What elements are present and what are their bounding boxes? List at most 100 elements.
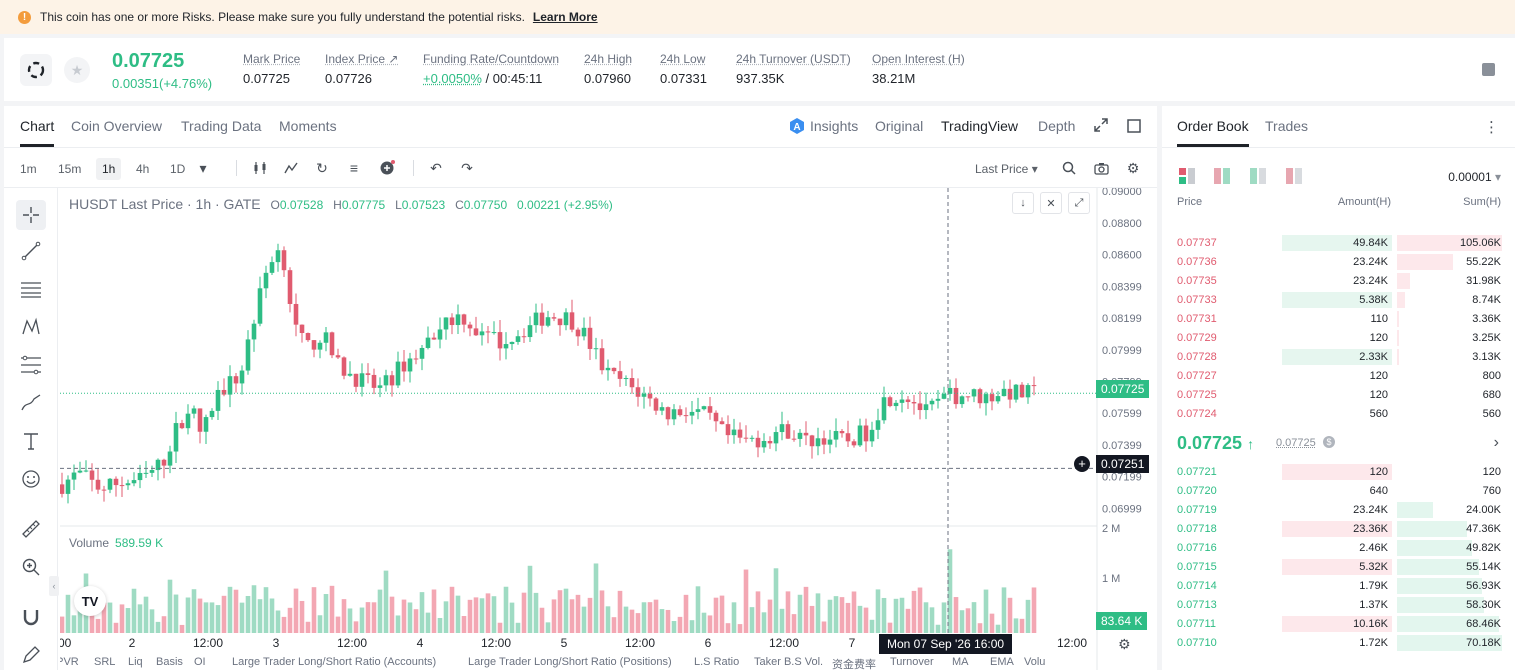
ask-row[interactable]: 0.07736 23.24K 55.22K [1162,253,1515,272]
indicator-item[interactable]: Large Trader Long/Short Ratio (Positions… [468,656,672,668]
indicator-item[interactable]: OI [194,656,206,668]
chevron-right-icon[interactable]: › [1493,434,1499,451]
pattern-icon[interactable] [16,312,46,342]
candlestick-chart[interactable]: 0.09000 0.08800 0.08600 0.08399 0.08199 0.079… [60,188,1152,670]
stat-mark-price[interactable]: Mark Price 0.07725 [243,52,300,86]
bid-row[interactable]: 0.07710 1.72K 70.18K [1162,634,1515,653]
indicators-icon[interactable] [283,160,299,176]
tab-moments[interactable]: Moments [279,118,337,134]
bid-row[interactable]: 0.07715 5.32K 55.14K [1162,558,1515,577]
horizontal-lines-icon[interactable] [16,274,46,304]
bid-row[interactable]: 0.07718 23.36K 47.36K [1162,520,1515,539]
camera-icon[interactable] [1093,160,1109,176]
view-depth[interactable]: Depth [1038,118,1076,134]
tab-trading-data[interactable]: Trading Data [181,118,262,134]
view-bids-icon[interactable] [1250,168,1266,184]
indicator-item[interactable]: LPVR [60,656,79,668]
settings-gear-icon[interactable]: ⚙ [1126,159,1140,176]
timeframe-1h[interactable]: 1h [96,158,122,180]
emoji-icon[interactable] [16,464,46,494]
timeframe-1d[interactable]: 1D [170,162,186,176]
tab-coin-overview[interactable]: Coin Overview [71,118,163,134]
timeframe-1m[interactable]: 1m [20,162,37,176]
indicator-item[interactable]: 资金费率 [832,659,876,670]
trend-line-icon[interactable] [16,236,46,266]
indicator-item[interactable]: Liq [128,656,143,668]
expand-icon[interactable] [1094,118,1108,135]
tab-chart[interactable]: Chart [20,118,55,147]
indicator-item[interactable]: L.S Ratio [694,656,740,668]
price-source-select[interactable]: Last Price ▾ [975,162,1038,176]
pencil-icon[interactable] [16,640,46,670]
indicator-item[interactable]: EMA [990,656,1014,668]
window-icon[interactable] [1127,119,1141,136]
fib-icon[interactable] [16,350,46,380]
mark-info-icon[interactable]: $ [1323,436,1335,448]
crosshair-icon[interactable] [16,200,46,230]
add-indicator-icon[interactable] [379,160,395,176]
ask-row[interactable]: 0.07727 120 800 [1162,367,1515,386]
indicator-item[interactable]: Large Trader Long/Short Ratio (Accounts) [232,656,437,668]
search-icon[interactable] [1061,160,1077,176]
bid-row[interactable]: 0.07713 1.37K 58.30K [1162,596,1515,615]
bid-row[interactable]: 0.07719 23.24K 24.00K [1162,501,1515,520]
auto-scale-icon[interactable]: ⚙ [1118,636,1131,652]
candle-type-icon[interactable] [252,160,268,176]
template-icon[interactable]: ≡ [349,160,359,176]
stat-open-interest[interactable]: Open Interest (H) 38.21M [872,52,965,86]
stat-index-price[interactable]: Index Price ↗ 0.07726 [325,52,398,86]
mid-price[interactable]: 0.07725 ↑ [1177,433,1254,454]
view-original[interactable]: Original [875,118,924,134]
view-both-icon[interactable] [1179,168,1195,184]
indicator-item[interactable]: MA [952,656,969,668]
replay-icon[interactable]: ↻ [316,159,328,176]
bid-row[interactable]: 0.07721 120 120 [1162,463,1515,482]
maximize-pane-icon[interactable]: ⤢ [1068,192,1090,214]
add-alert-icon[interactable]: + [1074,456,1090,472]
indicator-item[interactable]: SRL [94,656,116,668]
view-asks-bids-icon[interactable] [1214,168,1230,184]
indicator-item[interactable]: Basis [156,656,183,668]
move-down-icon[interactable]: ↓ [1012,192,1034,214]
guide-book-icon[interactable] [1482,63,1495,76]
insights-icon[interactable]: A [788,117,806,138]
indicator-item[interactable]: Volu [1024,656,1046,668]
tradingview-logo-icon[interactable]: TV [74,586,106,616]
bid-row[interactable]: 0.07711 10.16K 68.46K [1162,615,1515,634]
ask-row[interactable]: 0.07728 2.33K 3.13K [1162,348,1515,367]
tab-trades[interactable]: Trades [1265,118,1309,134]
timeframe-dropdown-icon[interactable]: ▾ [199,159,207,176]
ask-row[interactable]: 0.07724 560 560 [1162,405,1515,424]
redo-icon[interactable]: ↷ [461,159,473,176]
ask-row[interactable]: 0.07725 120 680 [1162,386,1515,405]
indicator-item[interactable]: Taker B.S Vol. [754,656,824,668]
bid-row[interactable]: 0.07720 640 760 [1162,482,1515,501]
timeframe-4h[interactable]: 4h [136,162,150,176]
favorite-star-icon[interactable]: ★ [64,57,90,83]
collapse-sidebar-icon[interactable]: ‹ [49,576,59,596]
undo-icon[interactable]: ↶ [430,159,442,176]
learn-more-link[interactable]: Learn More [532,10,598,24]
ask-row[interactable]: 0.07737 49.84K 105.06K [1162,234,1515,253]
magnet-icon[interactable] [16,602,46,632]
zoom-in-icon[interactable] [16,552,46,582]
ask-row[interactable]: 0.07729 120 3.25K [1162,329,1515,348]
bid-row[interactable]: 0.07716 2.46K 49.82K [1162,539,1515,558]
stat-funding-rate[interactable]: Funding Rate/Countdown +0.0050% / 00:45:… [423,52,559,86]
timeframe-15m[interactable]: 15m [58,162,82,176]
indicator-item[interactable]: Turnover [890,656,934,668]
more-options-icon[interactable]: ⋮ [1484,119,1499,136]
precision-select[interactable]: 0.00001 ▾ [1448,170,1501,184]
tab-order-book[interactable]: Order Book [1177,118,1249,147]
ask-row[interactable]: 0.07731 110 3.36K [1162,310,1515,329]
ask-row[interactable]: 0.07735 23.24K 31.98K [1162,272,1515,291]
ask-row[interactable]: 0.07733 5.38K 8.74K [1162,291,1515,310]
text-tool-icon[interactable] [16,426,46,456]
brush-icon[interactable] [16,388,46,418]
bid-row[interactable]: 0.07714 1.79K 56.93K [1162,577,1515,596]
ruler-icon[interactable] [16,514,46,544]
collapse-icon[interactable]: ✕ [1040,192,1062,214]
view-insights[interactable]: Insights [810,118,859,134]
view-asks-icon[interactable] [1286,168,1302,184]
view-tradingview[interactable]: TradingView [941,118,1019,134]
